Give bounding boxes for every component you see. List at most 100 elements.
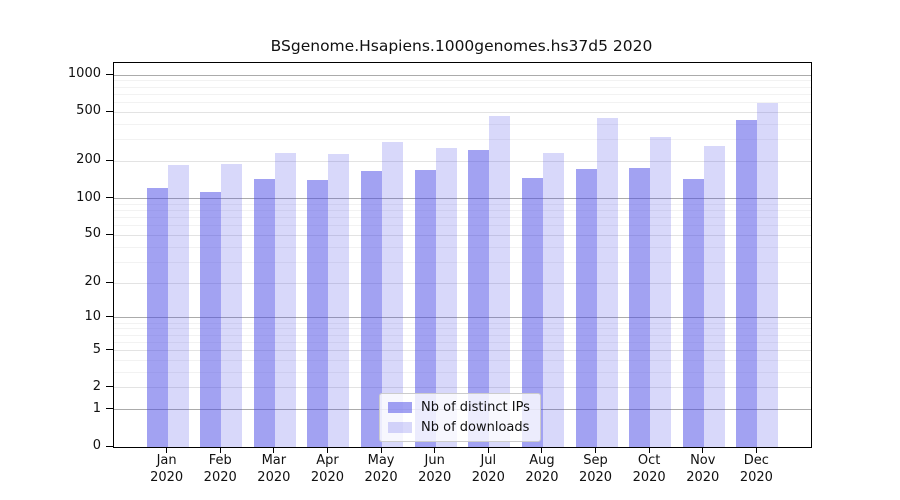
bar-distinct-ips-aug: [521, 177, 543, 447]
x-tick-label-aug: Aug 2020: [514, 452, 570, 486]
gridline-minor: [114, 123, 811, 125]
y-tick-mark-50: [106, 233, 113, 235]
x-tick-year: 2020: [739, 470, 773, 485]
x-tick-label-nov: Nov 2020: [675, 452, 731, 486]
bar-downloads-may: [382, 141, 404, 447]
gridline-500: [114, 111, 811, 113]
bar-downloads-nov: [703, 145, 725, 447]
bar-downloads-aug: [542, 153, 564, 447]
x-tick-mark-oct: [648, 447, 650, 453]
gridline-minor: [114, 101, 811, 103]
bar-distinct-ips-nov: [682, 178, 704, 447]
x-tick-mark-jul: [487, 447, 489, 453]
y-tick-mark-500: [106, 110, 113, 112]
bar-distinct-ips-jul: [468, 149, 490, 447]
x-tick-label-oct: Oct 2020: [621, 452, 677, 486]
y-tick-label-1: 1: [92, 400, 101, 416]
y-tick-mark-20: [106, 281, 113, 283]
x-tick-month: Jul: [480, 453, 497, 468]
legend-label-distinct-ips: Nb of distinct IPs: [421, 400, 530, 415]
legend: Nb of distinct IPs Nb of downloads: [379, 393, 541, 442]
x-tick-label-sep: Sep 2020: [568, 452, 624, 486]
bar-distinct-ips-sep: [575, 168, 597, 447]
y-tick-label-1000: 1000: [67, 66, 101, 81]
x-tick-year: 2020: [310, 470, 344, 485]
x-tick-year: 2020: [364, 470, 398, 485]
x-tick-label-jan: Jan 2020: [139, 452, 195, 486]
y-tick-mark-2: [106, 386, 113, 388]
x-tick-mark-dec: [755, 447, 757, 453]
y-tick-label-500: 500: [76, 103, 101, 119]
x-tick-year: 2020: [150, 470, 184, 485]
x-tick-year: 2020: [471, 470, 505, 485]
x-tick-month: Aug: [529, 453, 555, 468]
y-tick-label-50: 50: [84, 226, 101, 242]
legend-item-distinct-ips: Nb of distinct IPs: [388, 400, 530, 415]
x-tick-year: 2020: [578, 470, 613, 485]
x-tick-year: 2020: [203, 470, 237, 485]
gridline-1000: [114, 74, 811, 76]
x-tick-year: 2020: [525, 470, 559, 485]
bar-distinct-ips-may: [361, 170, 383, 447]
y-tick-label-2: 2: [92, 378, 101, 394]
x-tick-label-apr: Apr 2020: [299, 452, 355, 486]
bar-downloads-feb: [221, 164, 243, 447]
gridline-minor: [114, 86, 811, 88]
x-tick-month: May: [367, 453, 395, 468]
y-tick-label-200: 200: [76, 152, 101, 168]
y-tick-mark-100: [106, 197, 113, 198]
bar-distinct-ips-jan: [146, 187, 168, 447]
y-tick-label-20: 20: [84, 274, 101, 290]
x-tick-mark-aug: [541, 447, 543, 453]
y-tick-mark-200: [106, 159, 113, 161]
bar-downloads-jan: [167, 165, 189, 447]
legend-swatch-distinct-ips: [388, 402, 412, 413]
x-tick-year: 2020: [686, 470, 720, 485]
y-tick-mark-0: [106, 445, 113, 447]
y-tick-mark-1: [106, 408, 113, 410]
x-tick-year: 2020: [418, 470, 452, 485]
y-tick-mark-10: [106, 316, 113, 318]
x-tick-mark-mar: [273, 447, 275, 453]
x-tick-mark-may: [380, 447, 382, 453]
x-tick-month: Dec: [743, 453, 769, 468]
y-tick-label-5: 5: [92, 341, 101, 357]
x-tick-year: 2020: [257, 470, 291, 485]
y-tick-label-100: 100: [76, 189, 101, 205]
x-tick-mark-jun: [434, 447, 436, 453]
x-tick-month: Apr: [316, 453, 339, 468]
legend-label-downloads: Nb of downloads: [421, 420, 530, 435]
x-tick-month: Mar: [261, 453, 287, 468]
x-tick-month: Sep: [583, 453, 608, 468]
bar-downloads-sep: [596, 117, 618, 447]
y-tick-label-10: 10: [84, 308, 101, 324]
x-tick-label-may: May 2020: [353, 452, 409, 486]
x-tick-mark-apr: [326, 447, 328, 453]
x-tick-year: 2020: [632, 470, 666, 485]
x-tick-month: Jan: [156, 453, 177, 468]
gridline-minor: [114, 139, 811, 141]
x-tick-mark-jan: [166, 447, 168, 453]
gridline-minor: [114, 80, 811, 82]
gridline-minor: [114, 93, 811, 95]
x-tick-label-feb: Feb 2020: [192, 452, 248, 486]
bar-distinct-ips-oct: [629, 168, 651, 447]
legend-item-downloads: Nb of downloads: [388, 420, 530, 435]
x-tick-label-mar: Mar 2020: [246, 452, 302, 486]
x-tick-month: Nov: [690, 453, 716, 468]
x-tick-label-dec: Dec 2020: [728, 452, 784, 486]
x-tick-label-jul: Jul 2020: [460, 452, 516, 486]
bar-downloads-dec: [757, 102, 779, 447]
bar-downloads-jul: [489, 116, 511, 447]
x-tick-month: Jun: [424, 453, 445, 468]
legend-swatch-downloads: [388, 422, 412, 433]
bar-downloads-apr: [328, 153, 350, 447]
bar-distinct-ips-mar: [253, 178, 275, 447]
x-tick-month: Oct: [637, 453, 661, 468]
x-tick-mark-nov: [702, 447, 704, 453]
bar-downloads-jun: [435, 148, 457, 447]
x-tick-mark-sep: [595, 447, 597, 453]
y-tick-mark-1000: [106, 73, 113, 75]
bar-distinct-ips-jun: [414, 170, 436, 447]
